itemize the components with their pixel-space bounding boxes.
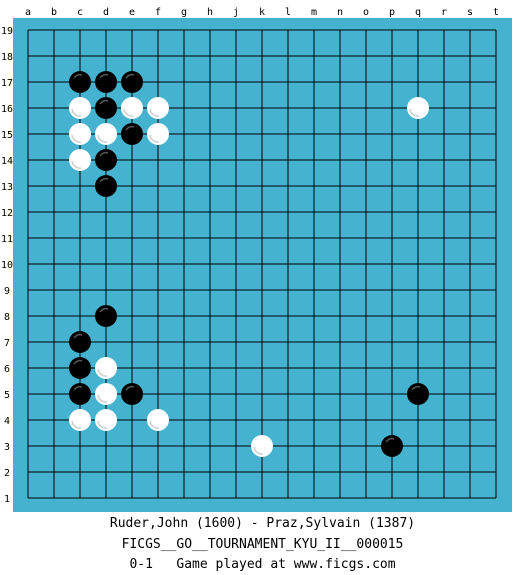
row-label: 17 — [1, 78, 13, 89]
black-stone-shading — [99, 307, 109, 313]
column-label: j — [233, 7, 239, 18]
row-label: 19 — [1, 26, 13, 37]
white-stone-shading — [97, 134, 108, 143]
white-stone-shading — [149, 108, 160, 117]
black-stone-shading — [99, 177, 109, 183]
tournament-line: FICGS__GO__TOURNAMENT_KYU_II__000015 — [121, 537, 404, 552]
white-stone-shading — [71, 160, 82, 169]
white-stone-shading — [71, 108, 82, 117]
column-label: q — [415, 7, 421, 18]
black-stone-shading — [73, 359, 83, 365]
black-stone-shading — [385, 437, 395, 443]
stones — [69, 71, 429, 457]
black-stone-shading — [73, 333, 83, 339]
row-label: 16 — [1, 104, 13, 115]
white-stone-shading — [149, 420, 160, 429]
white-stone-shading — [71, 420, 82, 429]
row-label: 8 — [4, 312, 10, 323]
column-label: p — [389, 7, 395, 18]
black-stone-shading — [73, 73, 83, 79]
row-label: 2 — [4, 468, 10, 479]
column-label: t — [493, 7, 499, 18]
row-label: 15 — [1, 130, 13, 141]
white-stone-shading — [97, 368, 108, 377]
black-stone-shading — [125, 73, 135, 79]
row-label: 1 — [4, 494, 10, 505]
players-line: Ruder,John (1600) - Praz,Sylvain (1387) — [109, 516, 416, 531]
row-label: 14 — [1, 156, 13, 167]
white-stone-shading — [253, 446, 264, 455]
column-label: b — [51, 7, 57, 18]
result-line: 0-1 Game played at www.ficgs.com — [129, 557, 396, 572]
white-stone-shading — [71, 134, 82, 143]
row-label: 9 — [4, 286, 10, 297]
white-stone-shading — [97, 420, 108, 429]
row-label: 11 — [1, 234, 13, 245]
white-stone-shading — [123, 108, 134, 117]
column-label: g — [181, 7, 187, 18]
column-label: f — [155, 7, 161, 18]
column-label: e — [129, 7, 135, 18]
column-label: h — [207, 7, 213, 18]
row-label: 4 — [4, 416, 10, 427]
column-label: r — [441, 7, 447, 18]
row-label: 10 — [1, 260, 13, 271]
row-label: 13 — [1, 182, 13, 193]
black-stone-shading — [411, 385, 421, 391]
row-label: 12 — [1, 208, 13, 219]
white-stone-shading — [97, 394, 108, 403]
row-label: 3 — [4, 442, 10, 453]
column-label: a — [25, 7, 31, 18]
black-stone-shading — [99, 151, 109, 157]
black-stone-shading — [99, 99, 109, 105]
column-label: d — [103, 7, 109, 18]
row-labels: 19 18 17 16 15 14 13 12 11 10 9 8 7 6 5 4 3 2 1 — [1, 26, 13, 505]
row-label: 5 — [4, 390, 10, 401]
row-label: 7 — [4, 338, 10, 349]
column-label: n — [337, 7, 343, 18]
white-stone-shading — [409, 108, 420, 117]
column-label: s — [467, 7, 473, 18]
column-label: o — [363, 7, 369, 18]
white-stone-shading — [149, 134, 160, 143]
row-label: 6 — [4, 364, 10, 375]
column-label: k — [259, 7, 265, 18]
row-label: 18 — [1, 52, 13, 63]
column-label: m — [311, 7, 317, 18]
black-stone-shading — [73, 385, 83, 391]
black-stone-shading — [99, 73, 109, 79]
black-stone-shading — [125, 125, 135, 131]
black-stone-shading — [125, 385, 135, 391]
column-label: c — [77, 7, 83, 18]
column-label: l — [285, 7, 291, 18]
